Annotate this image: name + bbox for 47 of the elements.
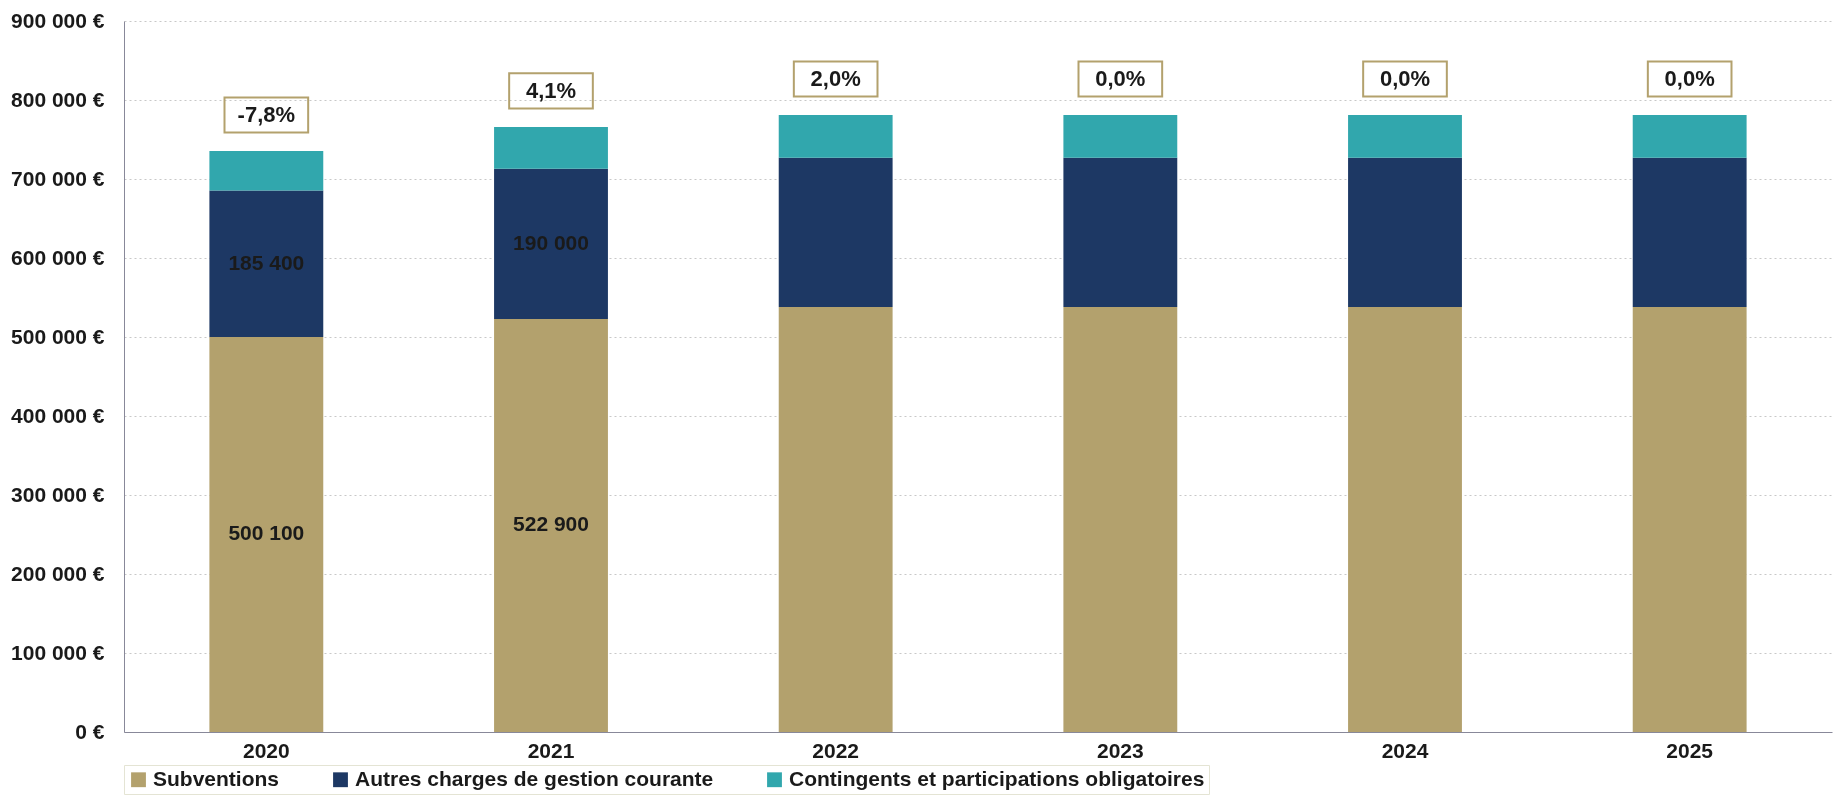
annotation: 2,0%: [810, 66, 861, 92]
bar: [1348, 306, 1462, 732]
legend-label: Subventions: [153, 766, 280, 790]
x-tick-label: 2021: [527, 738, 575, 762]
bar: [209, 190, 324, 337]
bar: [494, 126, 608, 169]
bar: [778, 157, 893, 307]
bar: [1632, 115, 1747, 158]
y-tick-label: 500 000 €: [11, 324, 105, 348]
bar: [494, 168, 608, 319]
y-tick-label: 100 000 €: [11, 640, 105, 664]
legend-label: Contingents et participations obligatoires: [789, 766, 1205, 790]
y-tick-label: 400 000 €: [11, 403, 105, 427]
annotation: -7,8%: [237, 101, 296, 127]
bar: [1063, 157, 1178, 307]
annotation: 0,0%: [1664, 66, 1715, 92]
y-tick-label: 700 000 €: [11, 166, 105, 190]
y-tick-label: 200 000 €: [11, 561, 105, 585]
y-tick-label: 300 000 €: [11, 482, 105, 506]
bar: [209, 336, 324, 732]
data-label: 500 100: [228, 521, 305, 545]
bar: [209, 150, 324, 191]
y-tick-label: 800 000 €: [11, 87, 105, 111]
y-tick-label: 600 000 €: [11, 245, 105, 269]
x-tick-label: 2020: [242, 738, 290, 762]
data-label: 190 000: [513, 230, 589, 254]
bar: [1632, 306, 1747, 732]
x-tick-label: 2022: [812, 738, 860, 762]
x-tick-label: 2025: [1666, 738, 1714, 762]
y-tick-label: 900 000 €: [11, 8, 105, 32]
bar: [1632, 157, 1747, 307]
annotation: 0,0%: [1095, 66, 1146, 92]
annotation: 4,1%: [525, 77, 577, 103]
x-tick-label: 2023: [1096, 738, 1144, 762]
annotation: 0,0%: [1379, 66, 1431, 92]
data-label: 522 900: [513, 512, 589, 536]
bar: [1063, 306, 1178, 732]
bar: [778, 306, 893, 732]
y-tick-label: 0 €: [75, 719, 105, 743]
bar: [1348, 115, 1462, 158]
bar: [1063, 115, 1178, 158]
bar: [494, 318, 608, 732]
legend-label: Autres charges de gestion courante: [355, 766, 714, 790]
data-label: 185 400: [228, 250, 305, 274]
x-tick-label: 2024: [1381, 738, 1429, 762]
bar: [1348, 157, 1462, 307]
bar: [778, 115, 893, 158]
